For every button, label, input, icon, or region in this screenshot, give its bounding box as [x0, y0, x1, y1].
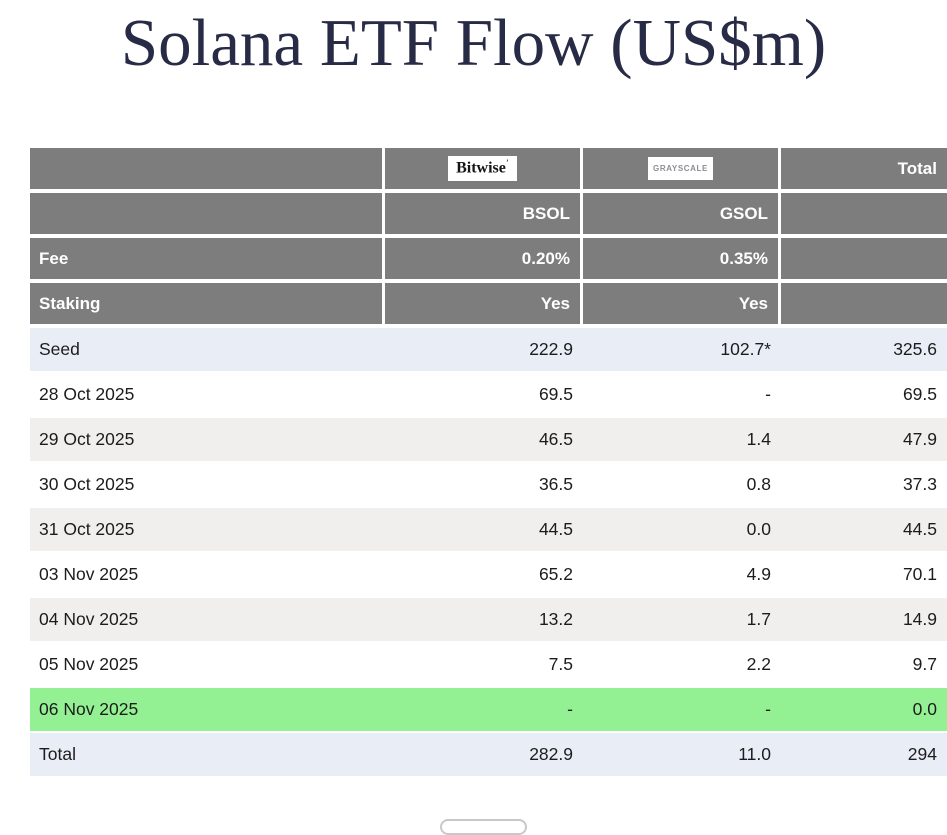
- total-value: 325.6: [781, 328, 947, 373]
- table-row: 06 Nov 2025- -0.0: [30, 688, 947, 733]
- total-column-header: Total: [781, 148, 947, 193]
- gsol-value: 4.9: [583, 553, 781, 598]
- bitwise-logo-text: Bitwise: [456, 159, 506, 177]
- gsol-value: -: [583, 688, 781, 733]
- gsol-value: 11.0: [583, 733, 781, 778]
- flow-rows: Seed 222.9 102.7* 325.6 28 Oct 2025 69.5-69.5…: [30, 328, 947, 778]
- issuer-row-empty-cell: [30, 148, 385, 193]
- bsol-value: 7.5: [385, 643, 583, 688]
- table-row: Seed 222.9 102.7* 325.6: [30, 328, 947, 373]
- bsol-ticker: BSOL: [385, 193, 583, 238]
- issuer-logo-row: Bitwise’ GRAYSCALE Total: [30, 148, 947, 193]
- bsol-value: 69.5: [385, 373, 583, 418]
- gsol-value: 1.7: [583, 598, 781, 643]
- staking-bsol: Yes: [385, 283, 583, 328]
- row-label: 05 Nov 2025: [30, 643, 385, 688]
- fee-bsol: 0.20%: [385, 238, 583, 283]
- table-row: 04 Nov 2025 13.2 1.7 14.9: [30, 598, 947, 643]
- ticker-row: BSOL GSOL: [30, 193, 947, 238]
- bsol-value: 44.5: [385, 508, 583, 553]
- ticker-row-total-empty: [781, 193, 947, 238]
- row-label: 31 Oct 2025: [30, 508, 385, 553]
- gsol-value: 0.8: [583, 463, 781, 508]
- gsol-value: -: [583, 373, 781, 418]
- row-label: 04 Nov 2025: [30, 598, 385, 643]
- page-title: Solana ETF Flow (US$m): [120, 6, 827, 80]
- table-row: Total 282.9 11.0 294: [30, 733, 947, 778]
- fee-gsol: 0.35%: [583, 238, 781, 283]
- total-value: 44.5: [781, 508, 947, 553]
- total-value: 37.3: [781, 463, 947, 508]
- staking-gsol: Yes: [583, 283, 781, 328]
- table-row: 28 Oct 2025 69.5-69.5: [30, 373, 947, 418]
- bitwise-cell: Bitwise’: [385, 148, 583, 193]
- grayscale-cell: GRAYSCALE: [583, 148, 781, 193]
- table-row: 29 Oct 2025 46.5 1.4 47.9: [30, 418, 947, 463]
- staking-label: Staking: [30, 283, 385, 328]
- row-label: 03 Nov 2025: [30, 553, 385, 598]
- table-row: 30 Oct 2025 36.5 0.8 37.3: [30, 463, 947, 508]
- bsol-value: 222.9: [385, 328, 583, 373]
- total-value: 47.9: [781, 418, 947, 463]
- gsol-value: 0.0: [583, 508, 781, 553]
- row-label: Seed: [30, 328, 385, 373]
- bitwise-logo: Bitwise’: [448, 155, 517, 182]
- gsol-ticker: GSOL: [583, 193, 781, 238]
- fee-total-empty: [781, 238, 947, 283]
- gsol-value: 1.4: [583, 418, 781, 463]
- bsol-value: 282.9: [385, 733, 583, 778]
- partial-bottom-widget[interactable]: [440, 819, 527, 835]
- total-value: 70.1: [781, 553, 947, 598]
- fee-row: Fee 0.20% 0.35%: [30, 238, 947, 283]
- staking-total-empty: [781, 283, 947, 328]
- ticker-row-empty-cell: [30, 193, 385, 238]
- total-value: 0.0: [781, 688, 947, 733]
- row-label: 29 Oct 2025: [30, 418, 385, 463]
- row-label: 06 Nov 2025: [30, 688, 385, 733]
- row-label: 30 Oct 2025: [30, 463, 385, 508]
- row-label: 28 Oct 2025: [30, 373, 385, 418]
- table-row: 03 Nov 2025 65.2 4.9 70.1: [30, 553, 947, 598]
- gsol-value: 2.2: [583, 643, 781, 688]
- fee-label: Fee: [30, 238, 385, 283]
- bsol-value: -: [385, 688, 583, 733]
- bsol-value: 46.5: [385, 418, 583, 463]
- table-row: 31 Oct 2025 44.5 0.0 44.5: [30, 508, 947, 553]
- total-value: 294: [781, 733, 947, 778]
- total-value: 14.9: [781, 598, 947, 643]
- table-row: 05 Nov 2025 7.5 2.2 9.7: [30, 643, 947, 688]
- total-value: 9.7: [781, 643, 947, 688]
- staking-row: Staking Yes Yes: [30, 283, 947, 328]
- grayscale-logo: GRAYSCALE: [648, 157, 713, 180]
- total-value: 69.5: [781, 373, 947, 418]
- etf-flow-table: Bitwise’ GRAYSCALE Total BSOL GSOL Fee 0…: [30, 148, 947, 778]
- etf-flow-table-container: Bitwise’ GRAYSCALE Total BSOL GSOL Fee 0…: [30, 148, 947, 778]
- gsol-value: 102.7*: [583, 328, 781, 373]
- row-label: Total: [30, 733, 385, 778]
- bitwise-logo-mark: ’: [505, 157, 509, 168]
- bsol-value: 65.2: [385, 553, 583, 598]
- bsol-value: 13.2: [385, 598, 583, 643]
- bsol-value: 36.5: [385, 463, 583, 508]
